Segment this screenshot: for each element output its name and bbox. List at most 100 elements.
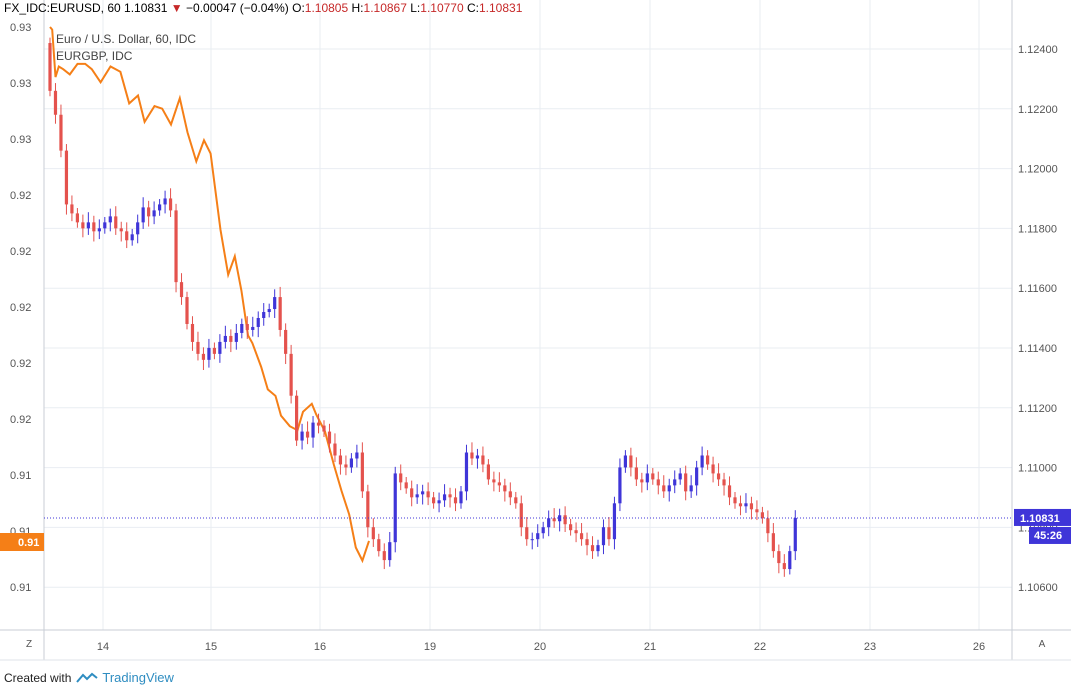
candle-body (552, 518, 556, 522)
candle-body (492, 479, 496, 483)
candle-body (218, 341, 222, 354)
time-axis-tick-label: 15 (205, 641, 217, 653)
countdown-label: 45:26 (1034, 530, 1062, 542)
down-arrow-icon: ▼ (170, 1, 183, 15)
candle-body (607, 527, 611, 540)
candle-body (519, 503, 523, 528)
candle-body (579, 533, 584, 540)
candle-body (234, 332, 238, 342)
candle-body (273, 297, 277, 310)
countdown-badge (1029, 526, 1071, 544)
candle-body (651, 473, 655, 480)
candle-body (486, 464, 490, 480)
candle-body (179, 282, 184, 298)
price-label-layer: 1.10831 45:26 0.91 (0, 508, 1071, 551)
candle-body (645, 473, 649, 483)
left-axis-tick-label: 0.91 (10, 470, 31, 482)
candle-body (251, 326, 255, 330)
candle-body (481, 455, 485, 465)
compare-price-badge (0, 533, 44, 551)
right-axis-tick-label: 1.11200 (1018, 403, 1057, 415)
time-axis-tick-label: 21 (644, 641, 656, 653)
candle-body (295, 395, 299, 441)
candle-body (388, 542, 392, 561)
last-price-label: 1.10831 (1020, 513, 1060, 525)
candle-body (667, 485, 671, 492)
candle-body (185, 297, 189, 324)
candle-body (393, 473, 397, 543)
candle-body (569, 524, 573, 531)
right-axis-tick-label: 1.11600 (1018, 283, 1057, 295)
time-axis-tick-label: 19 (424, 641, 436, 653)
candle-body (278, 297, 282, 330)
candle-body (289, 353, 293, 396)
candle-body (48, 43, 52, 91)
main-series-legend[interactable]: Euro / U.S. Dollar, 60, IDC (56, 32, 197, 46)
auto-scale-button[interactable]: A (1038, 639, 1046, 650)
candle-body (656, 479, 660, 486)
candle-body (119, 228, 123, 232)
candle-body (788, 551, 792, 570)
candle-body (108, 216, 112, 223)
high-value: 1.10867 (363, 1, 407, 15)
candle-body (410, 488, 414, 498)
candle-body (267, 309, 271, 313)
candle-body (349, 458, 353, 468)
candle-body (618, 467, 622, 504)
right-axis-tick-label: 1.11800 (1018, 223, 1057, 235)
last-price-badge (1014, 508, 1071, 526)
candle-body (700, 455, 704, 468)
eurgbp-series-line (49, 26, 370, 564)
compare-price-label: 0.91 (18, 537, 39, 549)
candle-body (711, 464, 715, 474)
price-change: −0.00047 (−0.04%) (186, 1, 289, 15)
candle-body (360, 452, 364, 492)
candle-body (782, 563, 786, 570)
candle-body (706, 455, 710, 465)
low-label: L: (410, 1, 421, 15)
candle-body (464, 452, 469, 492)
candle-body (174, 210, 178, 283)
candle-body (662, 485, 666, 492)
time-axis-tick-label: 14 (97, 641, 109, 653)
right-axis-tick-label: 1.11400 (1018, 343, 1057, 355)
candle-body (316, 422, 321, 426)
candle-body (640, 479, 644, 483)
tradingview-logo-icon[interactable] (76, 672, 98, 684)
candle-body (497, 482, 501, 486)
candle-body (366, 491, 370, 528)
left-axis-tick-label: 0.93 (10, 22, 31, 34)
candle-body (426, 491, 430, 498)
candle-body (201, 353, 206, 360)
candle-body (86, 222, 90, 229)
right-axis-tick-label: 1.12200 (1018, 104, 1058, 116)
tradingview-brand[interactable]: TradingView (102, 670, 174, 685)
candle-body (771, 533, 775, 552)
right-axis-tick-label: 1.12000 (1018, 164, 1058, 176)
candle-body (727, 485, 732, 498)
candle-body (81, 222, 85, 229)
log-scale-button[interactable]: Z (25, 639, 33, 650)
candle-body (404, 482, 408, 489)
candle-body (229, 335, 233, 342)
candle-body (689, 485, 693, 492)
candle-body (338, 455, 343, 465)
candle-body (508, 491, 512, 498)
candle-body (536, 533, 540, 540)
candle-body (716, 473, 721, 480)
candle-body (305, 431, 310, 438)
candle-body (262, 312, 266, 318)
footer-credit: Created with TradingView (4, 670, 174, 685)
high-label: H: (351, 1, 364, 15)
close-value: 1.10831 (479, 1, 523, 15)
candle-body (623, 455, 627, 468)
time-axis-tick-label: 22 (754, 641, 766, 653)
candle-body (75, 213, 79, 223)
candle-body (453, 497, 458, 504)
candle-body (371, 527, 375, 540)
candle-body (760, 512, 764, 519)
compare-series-legend[interactable]: EURGBP, IDC (56, 49, 133, 63)
compare-series-layer (49, 26, 370, 564)
candlestick-layer (48, 37, 797, 577)
